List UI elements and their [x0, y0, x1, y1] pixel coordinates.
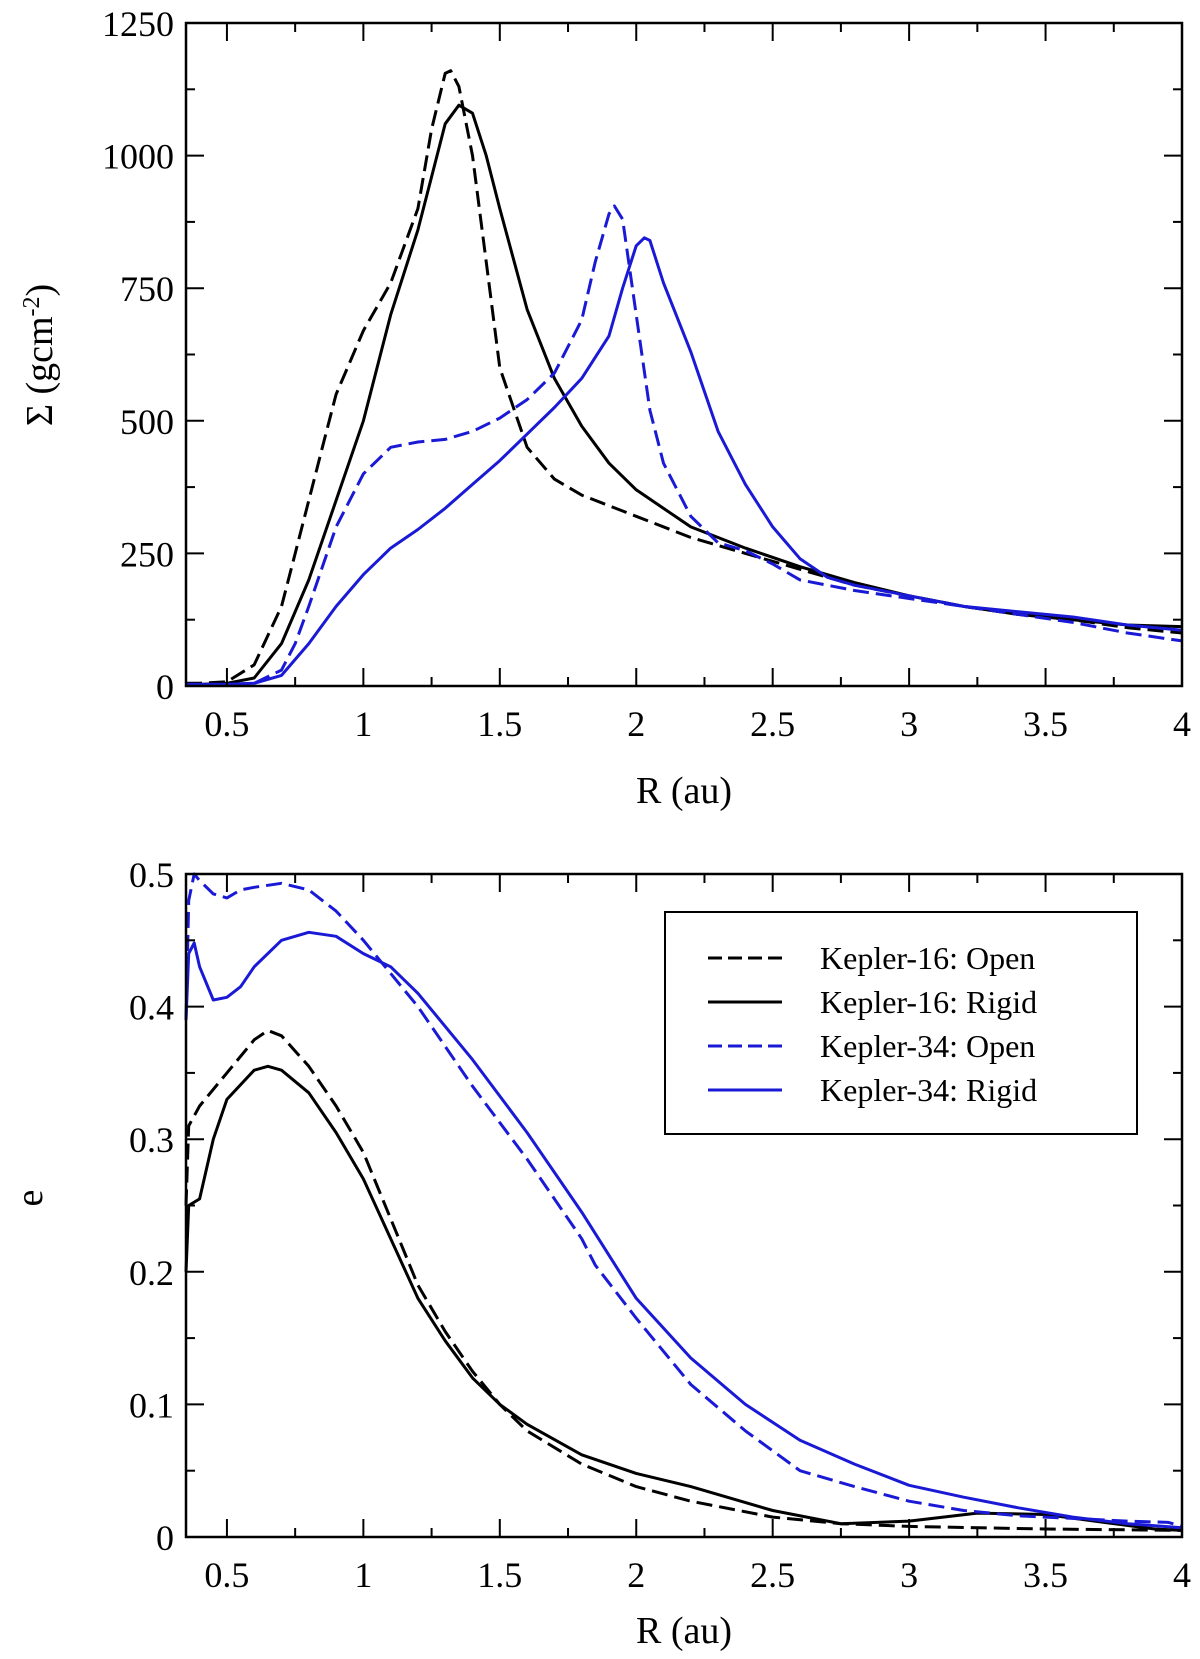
top-series-kepler-34-rigid: [186, 236, 1183, 686]
top-y-tick-label: 0: [156, 667, 174, 707]
top-y-tick-label: 500: [120, 402, 174, 442]
legend-label-kepler-34-rigid: Kepler-34: Rigid: [820, 1072, 1037, 1108]
bottom-y-tick-label: 0.5: [129, 855, 174, 895]
bottom-x-tick-label: 1.5: [477, 1555, 522, 1595]
legend-label-kepler-16-open: Kepler-16: Open: [820, 940, 1035, 976]
bottom-y-axis-label: e: [9, 1190, 51, 1207]
bottom-series-group: [184, 872, 1183, 1532]
top-x-tick-label: 1: [354, 704, 372, 744]
bottom-x-tick-label: 2: [627, 1555, 645, 1595]
top-x-axis-label: R (au): [636, 770, 732, 812]
bottom-y-tick-label: 0.2: [129, 1253, 174, 1293]
bottom-x-tick-label: 3: [900, 1555, 918, 1595]
top-y-tick-label: 1250: [102, 4, 174, 44]
top-series-group: [186, 69, 1183, 686]
bottom-x-tick-label: 2.5: [750, 1555, 795, 1595]
surface-density-panel: 0.5 1 1.5 2 2.5 3 3.5 4 0 250 500 750 1000 1250 R (au…: [19, 4, 1191, 812]
legend-box: [664, 911, 1138, 1135]
top-plot-frame: [184, 21, 1184, 688]
top-y-axis-label: Σ (gcm-2): [19, 284, 61, 426]
bottom-series-kepler-34-rigid: [184, 930, 1183, 1530]
top-series-kepler-34-open: [186, 204, 1183, 686]
top-y-tick-label: 1000: [102, 137, 174, 177]
bottom-series-kepler-16-open: [184, 1029, 1183, 1532]
bottom-x-tick-label: 1: [354, 1555, 372, 1595]
bottom-series-kepler-16-rigid: [184, 1064, 1183, 1532]
bottom-y-tick-label: 0.1: [129, 1385, 174, 1425]
bottom-ticks-group: 0.5 1 1.5 2 2.5 3 3.5 4 0 0.1 0.2 0.3 0.4 0.5: [129, 855, 1191, 1595]
bottom-y-tick-label: 0.4: [129, 988, 174, 1028]
bottom-y-tick-label: 0.3: [129, 1120, 174, 1160]
legend-label-kepler-34-open: Kepler-34: Open: [820, 1028, 1035, 1064]
top-y-tick-label: 750: [120, 269, 174, 309]
top-x-tick-label: 1.5: [477, 704, 522, 744]
top-x-tick-label: 3.5: [1023, 704, 1068, 744]
bottom-x-tick-label: 4: [1173, 1555, 1191, 1595]
legend-label-kepler-16-rigid: Kepler-16: Rigid: [820, 984, 1037, 1020]
top-y-tick-label: 250: [120, 534, 174, 574]
top-y-axis-label-tail: ): [19, 284, 61, 297]
top-x-tick-label: 0.5: [204, 704, 249, 744]
bottom-x-axis-label: R (au): [636, 1610, 732, 1652]
eccentricity-panel: 0.5 1 1.5 2 2.5 3 3.5 400.10.20.30.40.5 R (au) …: [9, 855, 1191, 1652]
bottom-x-tick-label: 3.5: [1023, 1555, 1068, 1595]
bottom-series-kepler-34-open: [184, 872, 1183, 1528]
top-y-axis-label-main: Σ (gcm: [19, 316, 61, 426]
top-y-axis-label-superscript: -2: [19, 296, 45, 316]
bottom-x-tick-label: 0.5: [204, 1555, 249, 1595]
bottom-y-tick-label: 0: [156, 1518, 174, 1558]
bottom-plot-frame: [184, 872, 1184, 1539]
top-ticks-group: 0.5 1 1.5 2 2.5 3 3.5 4 0 250 500 750 1000 1250: [102, 4, 1191, 744]
top-x-tick-label: 4: [1173, 704, 1191, 744]
legend: Kepler-16: Open Kepler-16: Rigid Kepler-34…: [664, 911, 1138, 1135]
top-x-tick-label: 2.5: [750, 704, 795, 744]
top-x-tick-label: 2: [627, 704, 645, 744]
top-series-kepler-16-open: [186, 69, 1183, 685]
legend-entries: Kepler-16: Open Kepler-16: Rigid Kepler-34…: [708, 940, 1037, 1108]
top-x-tick-label: 3: [900, 704, 918, 744]
